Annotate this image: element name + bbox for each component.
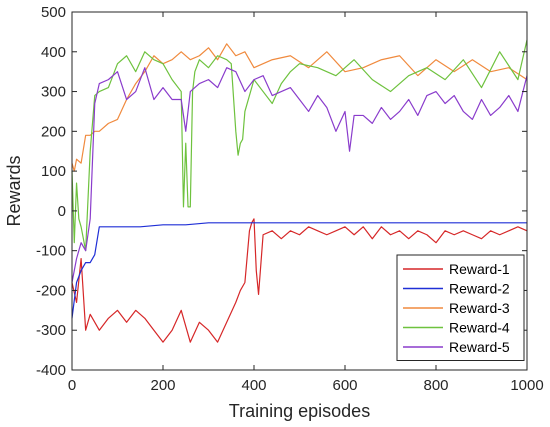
y-tick-label: 0 xyxy=(58,203,66,220)
legend-label-reward-4: Reward-4 xyxy=(449,320,510,336)
y-tick-label: -400 xyxy=(36,362,66,379)
legend-label-reward-3: Reward-3 xyxy=(449,300,510,316)
x-tick-label: 400 xyxy=(241,377,266,394)
y-tick-label: 400 xyxy=(41,44,66,61)
axes-box xyxy=(71,11,528,371)
series-line-reward-4 xyxy=(71,39,528,252)
x-tick-label: 800 xyxy=(423,377,448,394)
y-tick-label: -100 xyxy=(36,243,66,260)
series-layer xyxy=(71,39,528,343)
y-tick-label: 300 xyxy=(41,84,66,101)
legend: Reward-1 Reward-2 Reward-3 Reward-4 Reward-5 xyxy=(396,254,525,361)
x-tick-label: 0 xyxy=(68,377,76,394)
y-tick-label: -300 xyxy=(36,322,66,339)
series-line-reward-1 xyxy=(71,218,528,343)
y-tick-label: 200 xyxy=(41,123,66,140)
x-axis-label: Training episodes xyxy=(229,401,370,421)
y-tick-label: 100 xyxy=(41,163,66,180)
ticks-layer: 0 200 400 600 800 1000 -400 -300 -200 -100 0 100 200… xyxy=(36,4,544,394)
legend-label-reward-2: Reward-2 xyxy=(449,281,510,297)
legend-label-reward-1: Reward-1 xyxy=(449,261,510,277)
series-line-reward-3 xyxy=(71,43,528,172)
axes-layer xyxy=(71,11,528,371)
series-line-reward-2 xyxy=(71,222,527,319)
x-tick-label: 200 xyxy=(150,377,175,394)
x-tick-label: 600 xyxy=(332,377,357,394)
x-tick-label: 1000 xyxy=(510,377,543,394)
y-tick-label: 500 xyxy=(41,4,66,21)
y-tick-label: -200 xyxy=(36,282,66,299)
legend-label-reward-5: Reward-5 xyxy=(449,339,510,355)
y-axis-label: Rewards xyxy=(4,155,24,226)
series-line-reward-5 xyxy=(71,67,528,283)
